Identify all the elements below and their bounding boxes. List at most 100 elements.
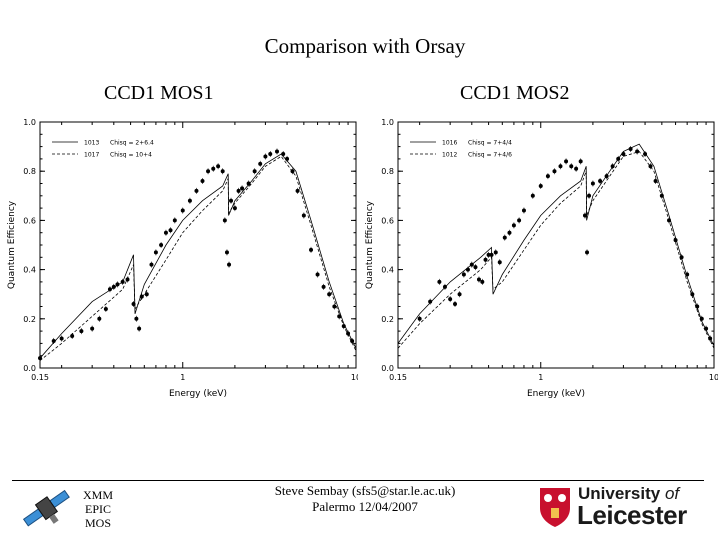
- author-line: Steve Sembay (sfs5@star.le.ac.uk): [274, 483, 456, 498]
- data-point: [673, 238, 678, 243]
- data-point: [159, 243, 164, 247]
- legend-stat: Chisq = 10+4: [110, 152, 152, 159]
- data-point: [667, 218, 672, 223]
- legend-label: 1013: [84, 140, 99, 147]
- data-point: [521, 208, 526, 213]
- data-point: [582, 213, 587, 218]
- legend-stat: Chisq = 7+4/4: [468, 140, 512, 147]
- data-point: [507, 230, 512, 235]
- left-chart-heading: CCD1 MOS1: [104, 82, 214, 104]
- data-point: [90, 326, 95, 331]
- data-point: [222, 218, 227, 223]
- data-point: [153, 250, 158, 255]
- data-point: [695, 304, 700, 309]
- x-axis-label: Energy (keV): [169, 389, 227, 399]
- data-point: [690, 292, 695, 297]
- y-tick-label: 0.0: [23, 364, 36, 373]
- logo-line-1: University of: [578, 484, 680, 503]
- data-point: [653, 179, 658, 184]
- data-point: [708, 336, 713, 341]
- data-point: [216, 164, 221, 169]
- data-point: [679, 255, 684, 260]
- data-point: [643, 151, 648, 156]
- shield-icon: [540, 488, 570, 527]
- data-point: [79, 329, 84, 334]
- data-point: [168, 228, 173, 233]
- data-point: [232, 206, 237, 211]
- plot-frame: [39, 121, 357, 369]
- data-point: [172, 218, 177, 223]
- xmm-epic-mos-label: XMM EPIC MOS: [72, 488, 124, 530]
- data-point: [598, 179, 603, 184]
- y-tick-label: 1.0: [23, 118, 36, 127]
- data-point: [295, 188, 300, 193]
- data-point: [489, 252, 494, 257]
- legend-label: 1012: [442, 152, 457, 159]
- data-point: [59, 336, 64, 341]
- y-tick-label: 0.6: [381, 216, 394, 225]
- y-tick-label: 0.0: [381, 364, 394, 373]
- data-point: [469, 262, 474, 267]
- data-point: [350, 338, 355, 343]
- data-point: [115, 282, 120, 287]
- data-point: [493, 250, 498, 255]
- data-point: [465, 267, 470, 272]
- x-tick-label: 10: [351, 373, 358, 382]
- data-point: [163, 230, 168, 235]
- legend-stat: Chisq = 2+6.4: [110, 140, 154, 147]
- y-tick-label: 0.8: [23, 167, 36, 176]
- data-point: [569, 164, 574, 169]
- y-axis-label: Quantum Efficiency: [365, 200, 375, 289]
- y-tick-label: 0.8: [381, 167, 394, 176]
- y-tick-label: 0.6: [23, 216, 36, 225]
- data-point: [268, 151, 273, 156]
- data-point: [648, 164, 653, 169]
- data-point: [530, 193, 535, 198]
- data-point: [258, 161, 263, 166]
- data-point: [240, 186, 245, 191]
- data-point: [246, 181, 251, 186]
- data-point: [301, 213, 306, 218]
- data-point: [511, 223, 516, 228]
- data-point: [428, 299, 433, 304]
- satellite-icon: [22, 489, 70, 527]
- data-point: [236, 188, 241, 193]
- data-point: [144, 292, 149, 297]
- plot-frame: [397, 121, 715, 369]
- data-point: [483, 257, 488, 262]
- mos-label-line: MOS: [84, 516, 111, 530]
- data-point: [461, 272, 466, 277]
- logo-line-2: Leicester: [577, 500, 687, 530]
- data-point: [206, 169, 211, 174]
- data-point: [486, 252, 491, 257]
- slide-title: Comparison with Orsay: [264, 34, 466, 58]
- data-point: [227, 262, 232, 267]
- data-point: [476, 277, 481, 282]
- data-point: [224, 250, 229, 255]
- data-point: [473, 265, 478, 270]
- data-point: [321, 284, 326, 289]
- data-point: [578, 159, 583, 164]
- footer-divider: [12, 480, 704, 481]
- data-point: [309, 247, 314, 252]
- y-tick-label: 0.4: [23, 266, 36, 275]
- data-point: [149, 262, 154, 267]
- data-point: [200, 179, 205, 184]
- data-point: [220, 169, 225, 174]
- data-point: [590, 181, 595, 186]
- data-point: [180, 208, 185, 213]
- data-point: [659, 193, 664, 198]
- data-point: [442, 284, 447, 289]
- data-point: [585, 250, 590, 255]
- data-point: [628, 147, 633, 152]
- model-line-solid: [39, 153, 357, 359]
- data-point: [704, 326, 709, 331]
- data-point: [604, 174, 609, 179]
- data-point: [211, 166, 216, 171]
- data-point: [139, 294, 144, 299]
- data-point: [564, 159, 569, 164]
- data-point: [699, 316, 704, 321]
- legend-label: 1016: [442, 140, 457, 147]
- data-point: [263, 154, 268, 159]
- data-point: [453, 302, 458, 307]
